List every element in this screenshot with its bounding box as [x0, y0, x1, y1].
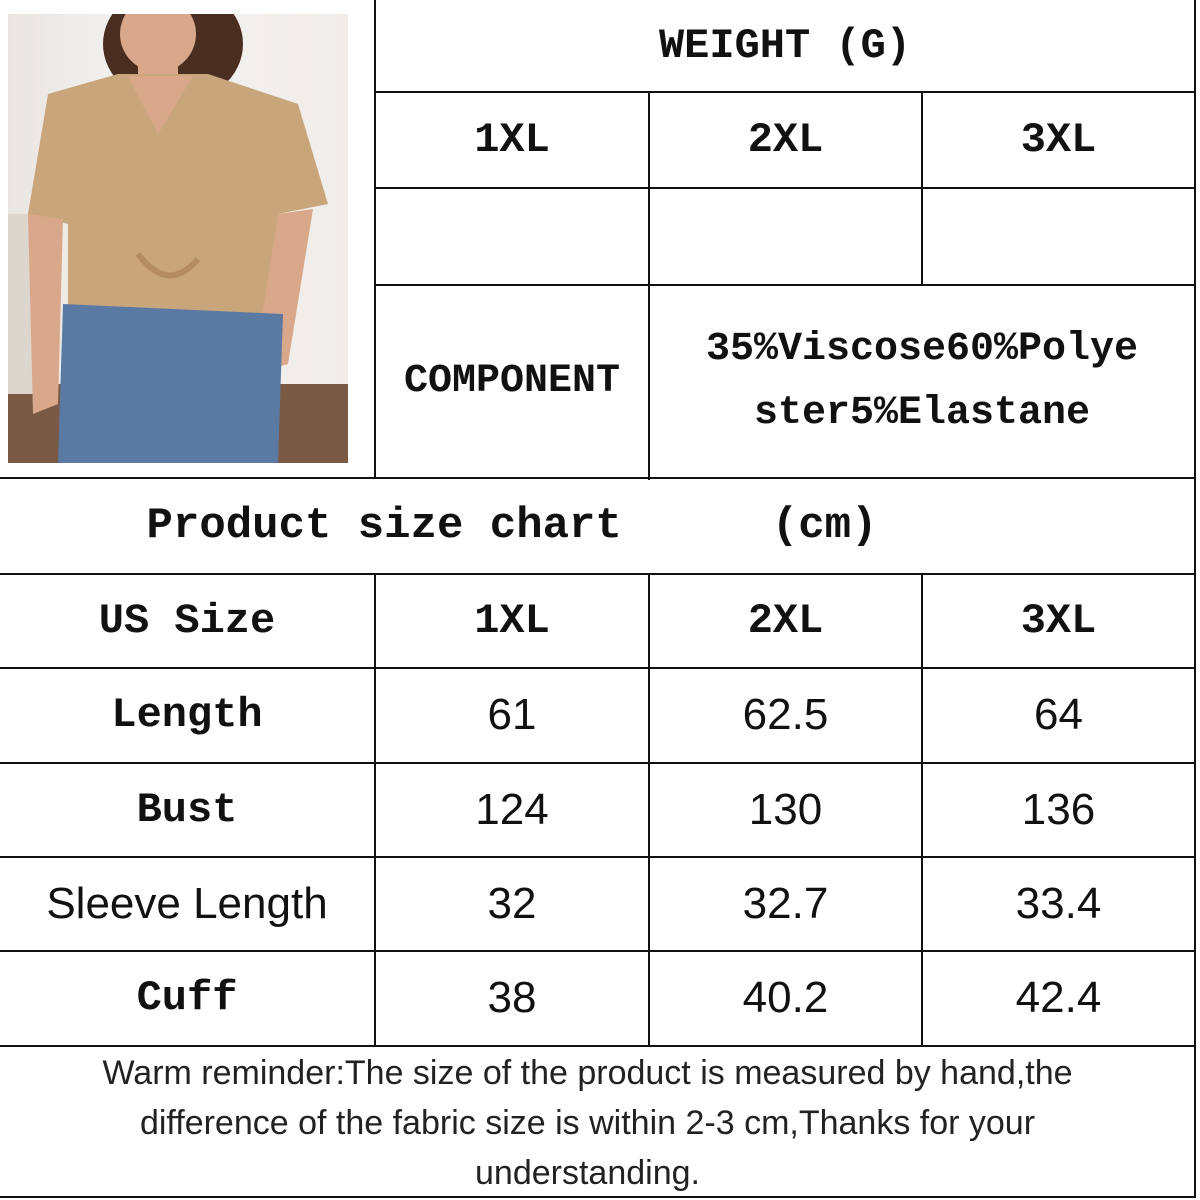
weight-value-3xl [923, 189, 1194, 284]
size-chart-title: Product size chart (cm) [0, 479, 1194, 573]
weight-size-1xl: 1XL [474, 116, 550, 164]
weight-title: WEIGHT (G) [658, 22, 912, 70]
component-value: 35%Viscose60%Polye ster5%Elastane [650, 286, 1194, 477]
product-photo [8, 14, 348, 463]
header-size: 3XL [1020, 597, 1097, 645]
row-label: Cuff [136, 974, 238, 1022]
size-value-cell: 42.4 [1015, 973, 1102, 1022]
size-value-cell: 62.5 [742, 690, 829, 739]
model-illustration [8, 14, 348, 463]
header-size: 1XL [474, 597, 550, 645]
weight-size-3xl: 3XL [1020, 116, 1097, 164]
size-value-cell: 136 [1021, 785, 1096, 834]
component-value-line1: 35%Viscose60%Polye [705, 326, 1139, 372]
header-us-size: US Size [98, 597, 276, 645]
size-chart-title-text: Product size chart [146, 501, 622, 551]
size-value-cell: 32 [487, 879, 537, 928]
size-value-cell: 64 [1034, 690, 1083, 739]
reminder-line3: understanding. [475, 1154, 700, 1192]
size-value-cell: 40.2 [742, 973, 829, 1022]
size-chart-unit: (cm) [771, 501, 878, 551]
row-label: Bust [136, 786, 238, 834]
size-value-cell: 124 [475, 785, 549, 834]
size-value-cell: 130 [748, 785, 823, 834]
size-value-cell: 32.7 [742, 879, 829, 928]
row-label: Length [111, 691, 263, 739]
size-value-cell: 61 [487, 690, 537, 739]
header-size: 2XL [747, 597, 824, 645]
row-label: Sleeve Length [46, 879, 328, 928]
warm-reminder: Warm reminder:The size of the product is… [0, 1050, 1175, 1196]
weight-value-1xl [376, 189, 648, 284]
component-value-line2: ster5%Elastane [753, 390, 1091, 436]
reminder-line2: difference of the fabric size is within … [139, 1104, 1036, 1142]
size-value-cell: 38 [487, 973, 537, 1022]
weight-value-2xl [650, 189, 921, 284]
size-value-cell: 33.4 [1015, 879, 1102, 928]
component-label: COMPONENT [403, 359, 621, 404]
weight-size-2xl: 2XL [747, 116, 824, 164]
reminder-line1: Warm reminder:The size of the product is… [102, 1054, 1073, 1092]
